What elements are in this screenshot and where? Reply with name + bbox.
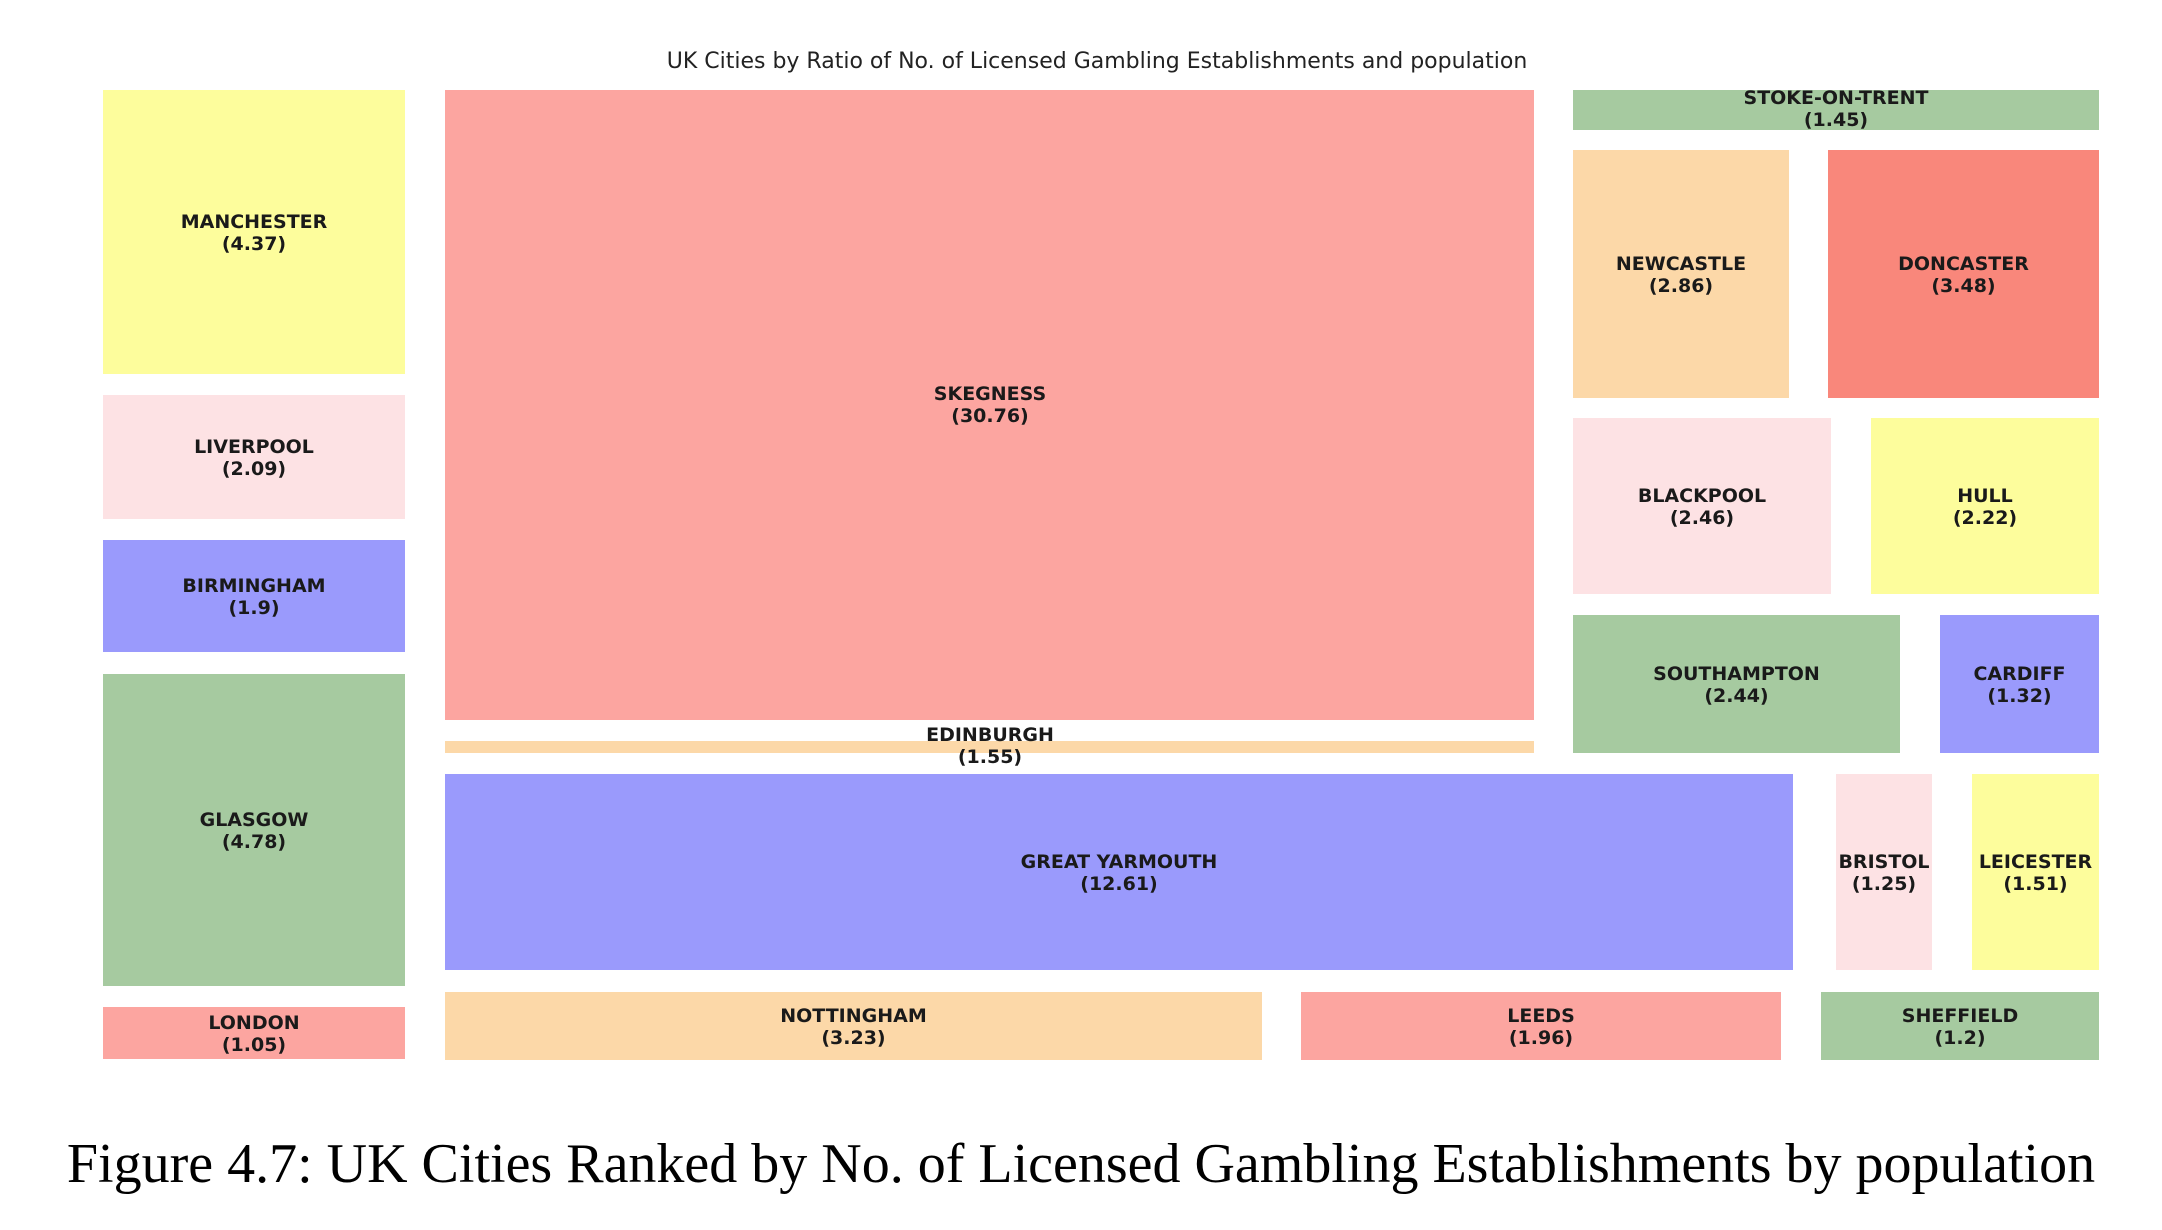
treemap-value-label: (1.05) [222,1034,286,1056]
treemap-rect-cardiff [1940,615,2099,753]
treemap-name-label: BLACKPOOL [1638,485,1766,507]
treemap-value-label: (2.86) [1649,275,1713,297]
treemap-name-label: HULL [1957,485,2013,507]
treemap-value-label: (1.32) [1987,685,2051,707]
treemap-value-label: (1.51) [2003,873,2067,895]
treemap-cell-birmingham: BIRMINGHAM(1.9) [103,540,405,652]
treemap-value-label: (2.44) [1704,685,1768,707]
treemap-name-label: LEEDS [1507,1005,1575,1027]
treemap-cell-doncaster: DONCASTER(3.48) [1828,150,2099,398]
treemap-cell-nottingham: NOTTINGHAM(3.23) [445,992,1262,1060]
treemap-name-label: SKEGNESS [934,383,1046,405]
treemap-rect-great-yarmouth [445,774,1793,970]
treemap-cell-great-yarmouth: GREAT YARMOUTH(12.61) [445,774,1793,970]
treemap-cell-sheffield: SHEFFIELD(1.2) [1821,992,2099,1060]
treemap-cell-manchester: MANCHESTER(4.37) [103,90,405,374]
treemap-name-label: DONCASTER [1898,253,2029,275]
treemap-cell-blackpool: BLACKPOOL(2.46) [1573,418,1831,594]
treemap-value-label: (30.76) [951,405,1028,427]
treemap-value-label: (4.78) [222,831,286,853]
treemap-name-label: BRISTOL [1838,851,1929,873]
treemap-name-label: LIVERPOOL [194,436,314,458]
treemap-cells: MANCHESTER(4.37) LIVERPOOL(2.09) BIRMINGHA… [103,87,2099,1060]
treemap-name-label: NOTTINGHAM [780,1005,927,1027]
treemap-value-label: (1.96) [1509,1027,1573,1049]
treemap-value-label: (1.45) [1804,109,1868,131]
treemap-cell-hull: HULL(2.22) [1871,418,2099,594]
treemap-value-label: (4.37) [222,233,286,255]
treemap-rect-edinburgh [445,741,1534,753]
treemap-rect-manchester [103,90,405,374]
treemap-name-label: SHEFFIELD [1902,1005,2018,1027]
treemap-value-label: (1.9) [228,597,279,619]
treemap-name-label: STOKE-ON-TRENT [1744,87,1929,109]
treemap-name-label: CARDIFF [1973,663,2065,685]
treemap-name-label: MANCHESTER [181,211,328,233]
treemap-value-label: (1.2) [1934,1027,1985,1049]
treemap-value-label: (12.61) [1080,873,1157,895]
treemap-rect-birmingham [103,540,405,652]
treemap-rect-liverpool [103,395,405,519]
treemap-value-label: (1.55) [958,746,1022,768]
treemap-value-label: (3.48) [1931,275,1995,297]
treemap-rect-stoke-on-trent [1573,90,2099,130]
treemap-rect-bristol [1836,774,1932,970]
treemap-name-label: LONDON [208,1012,299,1034]
treemap-cell-southampton: SOUTHAMPTON(2.44) [1573,615,1900,753]
treemap-cell-stoke-on-trent: STOKE-ON-TRENT(1.45) [1573,87,2099,131]
treemap-rect-southampton [1573,615,1900,753]
treemap-rect-blackpool [1573,418,1831,594]
treemap-cell-london: LONDON(1.05) [103,1007,405,1059]
treemap-cell-newcastle: NEWCASTLE(2.86) [1573,150,1789,398]
treemap-name-label: GLASGOW [200,809,309,831]
treemap-rect-leicester [1972,774,2099,970]
treemap-rect-leeds [1301,992,1781,1060]
treemap-cell-cardiff: CARDIFF(1.32) [1940,615,2099,753]
treemap-name-label: LEICESTER [1979,851,2093,873]
treemap-name-label: EDINBURGH [926,724,1054,746]
treemap-rect-glasgow [103,674,405,986]
treemap-rect-sheffield [1821,992,2099,1060]
chart-title: UK Cities by Ratio of No. of Licensed Ga… [667,49,1528,74]
treemap-value-label: (2.22) [1953,507,2017,529]
treemap-value-label: (2.46) [1670,507,1734,529]
treemap-name-label: SOUTHAMPTON [1653,663,1820,685]
treemap-rect-nottingham [445,992,1262,1060]
treemap-cell-leicester: LEICESTER(1.51) [1972,774,2099,970]
treemap-rect-hull [1871,418,2099,594]
figure-caption: Figure 4.7: UK Cities Ranked by No. of L… [66,1133,2096,1195]
treemap-rect-newcastle [1573,150,1789,398]
treemap-rect-doncaster [1828,150,2099,398]
treemap-cell-edinburgh: EDINBURGH(1.55) [445,724,1534,768]
treemap-name-label: BIRMINGHAM [182,575,325,597]
treemap-value-label: (1.25) [1852,873,1916,895]
treemap-name-label: NEWCASTLE [1616,253,1746,275]
treemap-cell-glasgow: GLASGOW(4.78) [103,674,405,986]
treemap-value-label: (3.23) [821,1027,885,1049]
treemap-rect-skegness [445,90,1534,720]
treemap-cell-leeds: LEEDS(1.96) [1301,992,1781,1060]
treemap-cell-liverpool: LIVERPOOL(2.09) [103,395,405,519]
treemap-cell-skegness: SKEGNESS(30.76) [445,90,1534,720]
treemap-value-label: (2.09) [222,458,286,480]
treemap-name-label: GREAT YARMOUTH [1021,851,1218,873]
treemap-rect-london [103,1007,405,1059]
treemap-cell-bristol: BRISTOL(1.25) [1836,774,1932,970]
